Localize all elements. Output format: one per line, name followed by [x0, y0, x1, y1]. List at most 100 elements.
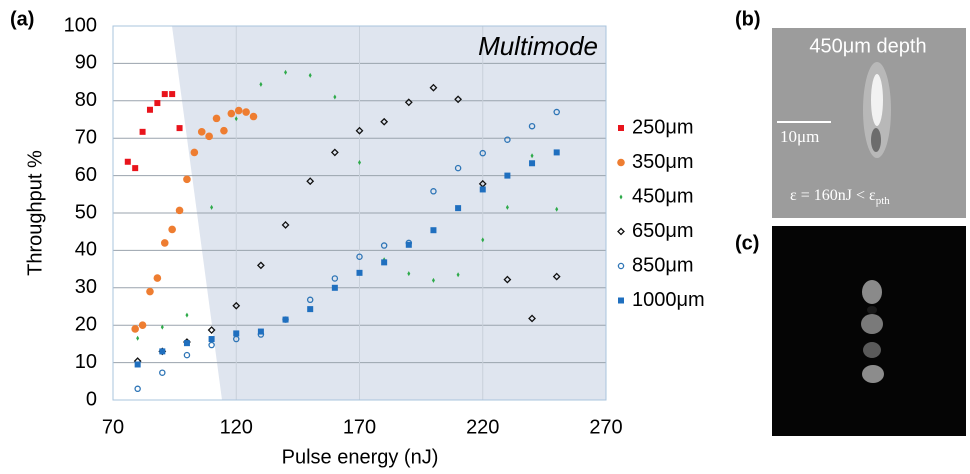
data-point — [430, 227, 437, 234]
y-tick-label: 90 — [75, 52, 97, 74]
data-point — [504, 136, 511, 143]
y-tick-label: 0 — [86, 388, 97, 410]
data-point — [234, 116, 238, 122]
y-tick-label: 100 — [64, 14, 97, 36]
data-point — [138, 321, 147, 330]
x-tick-label: 70 — [102, 416, 124, 438]
data-point — [331, 275, 339, 282]
feature — [867, 306, 877, 314]
data-point — [160, 239, 169, 247]
data-point — [220, 126, 228, 135]
data-point — [504, 172, 511, 179]
y-tick-label: 40 — [75, 239, 97, 261]
data-point — [139, 128, 146, 135]
data-point — [159, 369, 166, 376]
data-point — [146, 106, 153, 113]
data-point — [284, 69, 288, 75]
y-axis-title: Throughput % — [24, 150, 46, 276]
data-point — [146, 287, 154, 296]
data-point — [530, 153, 534, 159]
data-point — [331, 284, 338, 291]
data-point — [233, 330, 240, 337]
data-point — [259, 81, 263, 87]
data-point — [358, 160, 361, 166]
data-point — [307, 306, 314, 313]
panel-title: 450μm depth — [809, 35, 926, 57]
data-point — [306, 296, 314, 304]
legend-marker — [619, 194, 623, 200]
feature — [863, 342, 881, 358]
x-tick-label: 120 — [220, 416, 253, 438]
data-point — [282, 316, 289, 323]
data-point — [183, 175, 191, 184]
data-point — [503, 275, 512, 284]
data-point — [154, 100, 161, 107]
legend-label: 650μm — [632, 220, 694, 242]
data-point — [212, 114, 221, 123]
data-point — [242, 108, 250, 116]
data-point — [529, 160, 536, 167]
data-point — [429, 83, 438, 92]
data-point — [197, 128, 206, 136]
data-point — [168, 225, 176, 234]
data-point — [208, 336, 215, 343]
data-point — [124, 158, 131, 165]
data-point — [479, 149, 486, 157]
data-point — [456, 272, 460, 278]
annotation: Multimode — [478, 31, 598, 61]
y-tick-label: 30 — [75, 276, 97, 298]
data-point — [136, 335, 140, 341]
y-tick-label: 80 — [75, 89, 97, 111]
legend-marker — [617, 227, 625, 236]
data-point — [404, 98, 413, 107]
data-point — [479, 186, 486, 193]
data-point — [306, 177, 315, 186]
data-point — [481, 237, 485, 243]
plot-frame — [112, 25, 607, 401]
caption: ε = 160nJ < εpth — [790, 187, 890, 207]
data-point — [330, 148, 339, 157]
legend-marker — [617, 158, 625, 167]
data-point — [208, 341, 215, 349]
data-point — [132, 165, 139, 172]
data-point — [356, 253, 363, 261]
feature — [871, 128, 881, 152]
x-tick-label: 170 — [343, 416, 376, 438]
data-point — [281, 221, 290, 229]
data-point — [430, 188, 437, 195]
x-axis-title: Pulse energy (nJ) — [282, 446, 439, 468]
panel-label: (b) — [735, 8, 761, 30]
data-point — [190, 148, 199, 157]
data-point — [169, 91, 176, 98]
legend-label: 350μm — [632, 151, 694, 173]
data-point — [380, 117, 389, 126]
legend-marker — [618, 125, 624, 131]
data-point — [308, 72, 312, 78]
data-point — [553, 149, 560, 156]
caption-subscript: pth — [876, 195, 891, 207]
data-point — [257, 328, 264, 335]
data-point — [185, 312, 189, 318]
y-tick-label: 60 — [75, 164, 97, 186]
y-tick-label: 10 — [75, 351, 97, 373]
data-point — [553, 108, 560, 116]
legend-label: 850μm — [632, 254, 694, 276]
data-point — [355, 126, 364, 135]
data-point — [153, 274, 162, 282]
panel-label: (c) — [735, 232, 759, 254]
legend-label: 250μm — [632, 116, 694, 138]
legend-label: 1000μm — [632, 289, 705, 311]
data-point — [183, 351, 191, 359]
data-point — [131, 325, 139, 333]
data-point — [183, 340, 190, 347]
data-point — [205, 132, 213, 141]
feature — [862, 365, 884, 383]
data-point — [161, 91, 168, 98]
data-point — [249, 112, 258, 121]
data-point — [159, 348, 166, 355]
x-tick-label: 220 — [466, 416, 499, 438]
data-point — [134, 385, 141, 393]
data-point — [405, 241, 412, 248]
data-point — [552, 272, 561, 281]
